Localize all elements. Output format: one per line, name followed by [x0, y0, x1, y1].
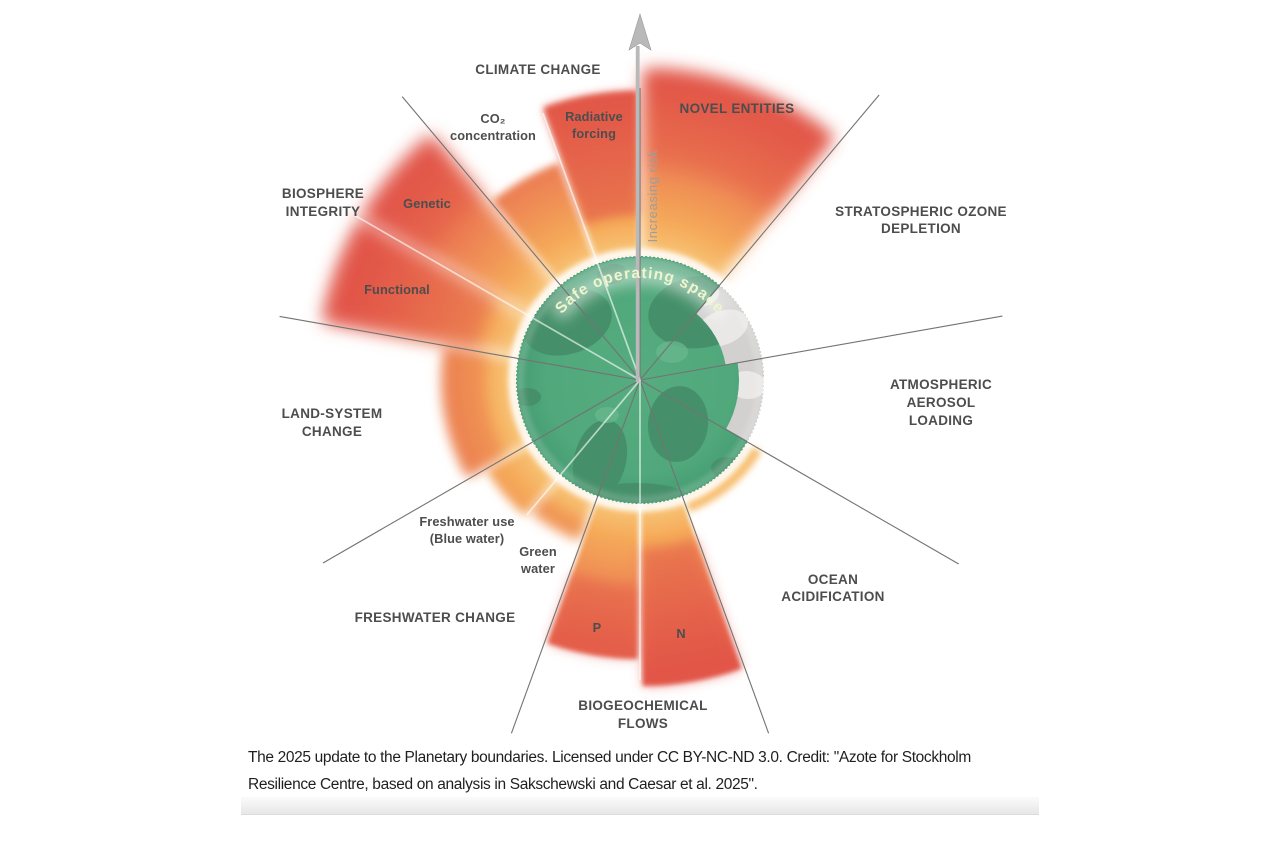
label-climate-change: CLIMATE CHANGE [475, 62, 600, 77]
boundary-line-200 [510, 379, 641, 734]
label-land-system-change: LAND-SYSTEM [282, 406, 383, 421]
label-co2-concentration: CO₂ [480, 111, 505, 126]
label-nitrogen: N [676, 626, 685, 641]
label-green-water: water [520, 561, 555, 576]
overlay-land-red [442, 347, 505, 478]
overlay-rf-red [543, 91, 639, 225]
label-atmospheric-aerosol-loading: LOADING [909, 413, 973, 428]
continent-shape [572, 419, 628, 501]
overlay-functional-red [323, 221, 497, 350]
sub-boundary-line-340 [542, 112, 641, 381]
label-freshwater-change: FRESHWATER CHANGE [355, 610, 516, 625]
boundary-line-280 [279, 315, 641, 381]
label-novel-entities: NOVEL ENTITIES [680, 101, 795, 116]
overlay-greenwater-red [531, 495, 588, 541]
overlay-p-red [547, 573, 639, 659]
label-radiative-forcing: Radiative [565, 109, 623, 124]
label-stratospheric-ozone-depletion: STRATOSPHERIC OZONE [835, 204, 1007, 219]
overlay-novel-red [647, 69, 832, 211]
boundary-line-80 [639, 315, 1003, 381]
label-atmospheric-aerosol-loading: ATMOSPHERIC [890, 377, 992, 392]
label-radiative-forcing: forcing [572, 126, 616, 141]
label-genetic: Genetic [403, 196, 451, 211]
label-co2-concentration: concentration [450, 128, 536, 143]
label-atmospheric-aerosol-loading: AEROSOL [907, 395, 976, 410]
label-freshwater-blue: (Blue water) [430, 531, 504, 546]
label-ocean-acidification: ACIDIFICATION [781, 589, 884, 604]
overlay-genetic-red [362, 135, 481, 256]
caption-card-bottom-strip [241, 797, 1039, 815]
boundary-line-160 [639, 379, 770, 734]
label-stratospheric-ozone-depletion: DEPLETION [881, 221, 961, 236]
boundary-line-240 [322, 379, 641, 564]
sub-boundary-line-300 [353, 214, 641, 381]
boundary-line-120 [639, 379, 959, 565]
sub-boundary-line-220 [526, 379, 641, 516]
label-ocean-acidification: OCEAN [808, 572, 858, 587]
boundary-line-320 [401, 96, 641, 381]
figure-caption: The 2025 update to the Planetary boundar… [248, 745, 1048, 798]
label-phosphorus: P [593, 620, 602, 635]
continent-shape [584, 483, 688, 503]
boundary-line-40 [639, 94, 880, 381]
increasing-risk-label: Increasing risk [645, 150, 660, 243]
label-biosphere-integrity: BIOSPHERE [282, 186, 364, 201]
label-freshwater-blue: Freshwater use [419, 514, 514, 529]
label-green-water: Green [519, 544, 557, 559]
caption-line-1: The 2025 update to the Planetary boundar… [248, 749, 971, 766]
overlay-n-red [641, 538, 742, 686]
light-green-patch [656, 341, 688, 363]
label-biosphere-integrity: INTEGRITY [286, 204, 361, 219]
risk-arrow-head [628, 12, 652, 51]
caption-line-2: Resilience Centre, based on analysis in … [248, 775, 758, 793]
risk-arrow-shaft [635, 46, 640, 382]
label-biogeochemical-flows: BIOGEOCHEMICAL [578, 698, 707, 713]
wedge-co2-concentration [492, 162, 600, 291]
label-land-system-change: CHANGE [302, 424, 362, 439]
label-functional: Functional [364, 282, 430, 297]
label-biogeochemical-flows: FLOWS [618, 716, 668, 731]
